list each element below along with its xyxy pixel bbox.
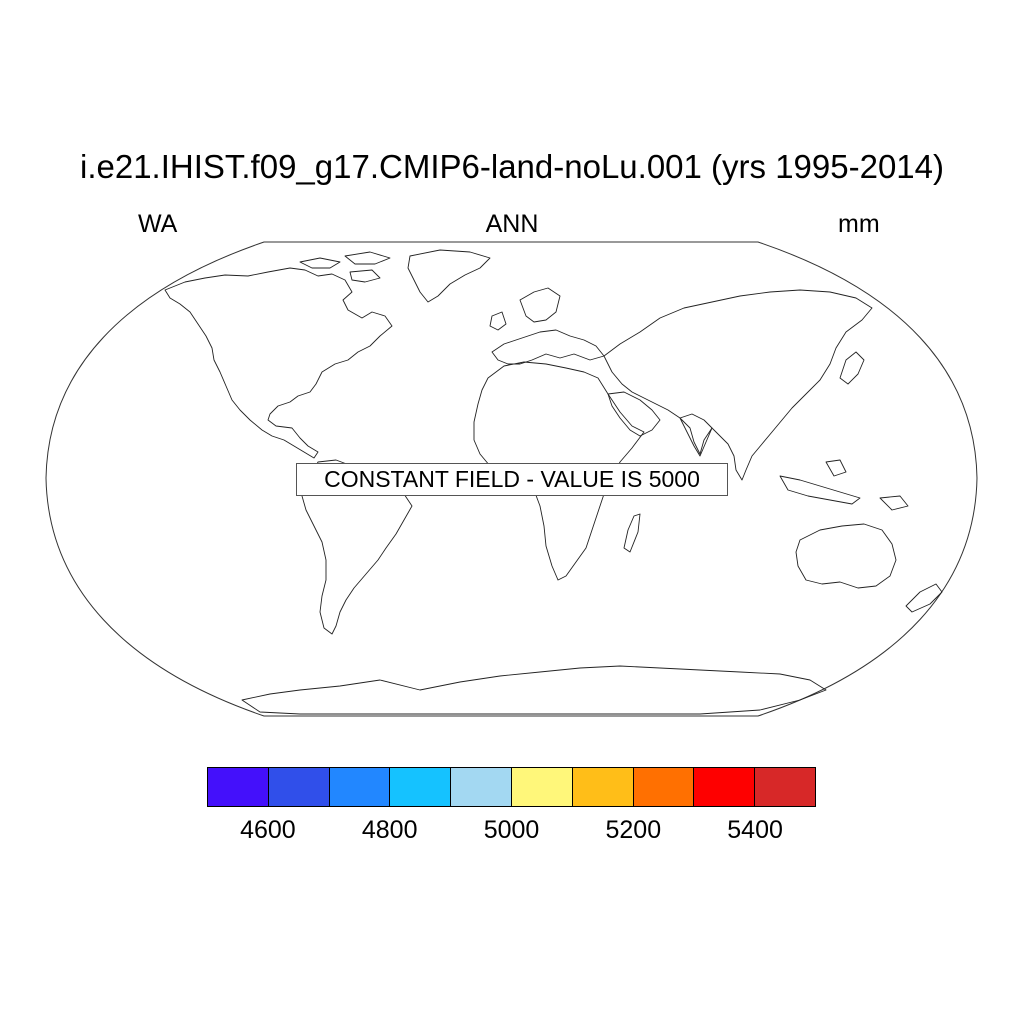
coast-north-america [164,267,393,459]
colorbar-tick-label: 5000 [483,816,540,844]
colorbar-box [268,768,330,806]
coast-antarctica [241,665,827,715]
map-outline [45,241,978,717]
coast-arctic-islands [299,251,391,283]
colorbar-box [572,768,634,806]
colorbar-box [633,768,695,806]
plot-title: i.e21.IHIST.f09_g17.CMIP6-land-noLu.001 … [79,148,944,185]
colorbar-box [451,768,512,806]
colorbar-tick-label: 4800 [361,816,418,844]
variable-label: WA [138,210,178,238]
coast-greenland [407,249,491,303]
coast-africa [473,361,645,581]
colorbar-box [390,768,452,806]
units-label: mm [838,210,880,238]
coast-indonesia [779,459,909,511]
colorbar-box [755,768,815,806]
colorbar [207,767,816,807]
constant-field-note: CONSTANT FIELD - VALUE IS 5000 [296,463,728,496]
coast-asia [603,289,873,481]
colorbar-tick-label: 5200 [605,816,662,844]
colorbar-tick-label: 5400 [727,816,783,844]
coast-madagascar [623,513,641,553]
colorbar-box [208,768,269,806]
coast-europe [489,287,605,365]
coast-new-zealand [905,583,943,613]
coast-australia [795,523,897,589]
colorbar-box [694,768,756,806]
colorbar-box [329,768,391,806]
coast-arabia [607,391,661,437]
coast-india [679,413,713,457]
coast-japan [839,351,865,385]
season-label: ANN [485,210,539,238]
colorbar-tick-label: 4600 [240,816,296,844]
colorbar-box [511,768,573,806]
